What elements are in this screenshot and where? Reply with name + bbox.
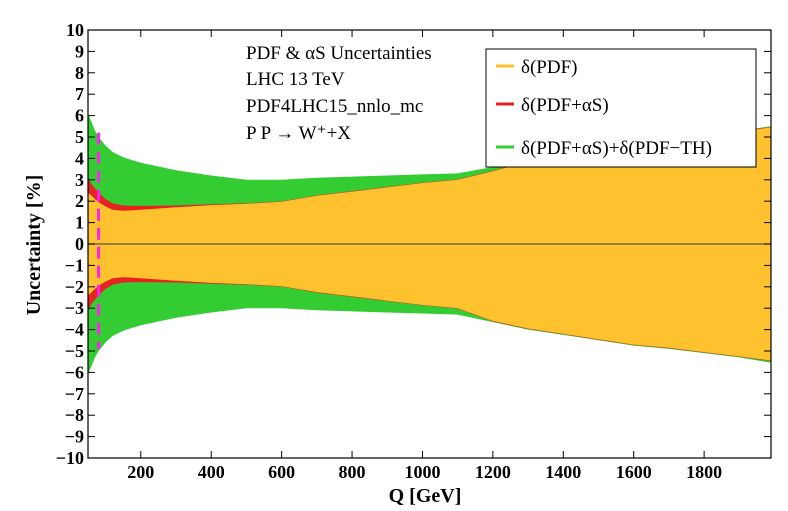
x-axis-label: Q [GeV] [389,485,462,507]
annotation-pdfset: PDF4LHC15_nnlo_mc [246,96,423,117]
y-tick-label: 2 [75,191,84,211]
y-tick-label: −1 [65,255,84,275]
y-tick-label: 9 [75,41,84,61]
y-tick-label: −9 [65,427,84,447]
y-tick-label: 10 [66,20,84,40]
y-tick-label: −6 [65,362,84,382]
x-tick-label: 400 [198,462,225,482]
x-tick-label: 1200 [475,462,511,482]
y-tick-label: 3 [75,170,84,190]
x-tick-label: 1600 [616,462,652,482]
x-tick-label: 200 [127,462,154,482]
annotation-energy: LHC 13 TeV [246,69,345,90]
x-tick-label: 1000 [404,462,440,482]
plot-frame [87,29,772,459]
y-tick-label: −5 [65,341,84,361]
annotations: PDF & αS Uncertainties LHC 13 TeV PDF4LH… [246,43,432,144]
y-tick-label: −3 [65,298,84,318]
y-tick-label: −7 [65,384,84,404]
y-tick-label: −4 [65,320,84,340]
y-axis-label: Uncertainty [%] [23,175,45,316]
y-tick-label: 4 [75,148,84,168]
y-tick-label: 5 [75,127,84,147]
y-tick-label: 1 [75,213,84,233]
y-tick-label: 6 [75,106,84,126]
y-tick-label: −8 [65,405,84,425]
legend-label-pdf-alphas-th: δ(PDF+αS)+δ(PDF−TH) [521,138,712,159]
legend-box [485,48,757,168]
y-tick-label: −10 [56,448,84,468]
x-tick-label: 1800 [686,462,722,482]
y-tick-label: −2 [65,277,84,297]
annotation-title: PDF & αS Uncertainties [246,43,432,64]
legend: δ(PDF) δ(PDF+αS) δ(PDF+αS)+δ(PDF−TH) [485,48,757,168]
x-tick-label: 600 [268,462,295,482]
x-tick-label: 1400 [545,462,581,482]
y-tick-label: 7 [75,84,84,104]
y-tick-label: 8 [75,63,84,83]
x-tick-label: 800 [339,462,366,482]
annotation-process: P P → W⁺+X [246,123,351,144]
y-tick-label: 0 [75,234,84,254]
legend-label-pdf: δ(PDF) [521,57,577,78]
legend-label-pdf-alphas: δ(PDF+αS) [521,95,609,116]
